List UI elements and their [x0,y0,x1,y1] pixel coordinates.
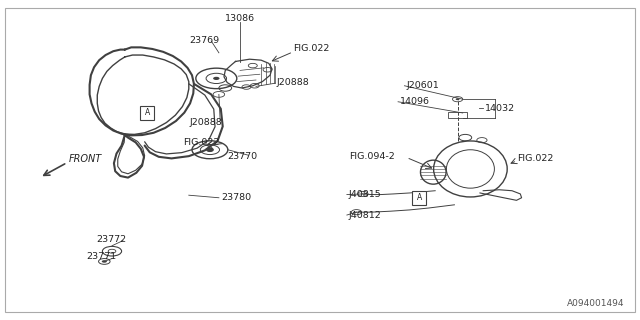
Text: J40815: J40815 [349,190,381,199]
Circle shape [456,98,460,100]
Text: A: A [145,108,150,117]
Text: 23771: 23771 [86,252,116,261]
Text: J20601: J20601 [406,81,439,90]
Text: FIG.094-2: FIG.094-2 [349,152,394,161]
Text: J20888: J20888 [276,78,309,87]
Text: 14096: 14096 [400,97,430,106]
Text: A: A [417,193,422,202]
Text: 14032: 14032 [485,104,515,113]
Bar [448,112,467,118]
Text: 13086: 13086 [225,14,255,23]
Text: 23770: 23770 [227,152,257,161]
Text: J20888: J20888 [189,118,222,127]
Text: FIG.022: FIG.022 [517,154,554,163]
Circle shape [102,260,107,263]
Text: 23769: 23769 [189,36,220,45]
Text: 23780: 23780 [221,193,251,202]
Text: FIG.022: FIG.022 [183,138,220,147]
Circle shape [213,77,220,80]
Text: FRONT: FRONT [69,154,102,164]
Bar [412,191,426,205]
Bar [140,106,154,120]
Text: J40812: J40812 [349,211,381,220]
Text: FIG.022: FIG.022 [293,44,330,53]
Text: 23772: 23772 [96,235,126,244]
Text: A094001494: A094001494 [566,299,624,308]
Circle shape [207,148,213,151]
